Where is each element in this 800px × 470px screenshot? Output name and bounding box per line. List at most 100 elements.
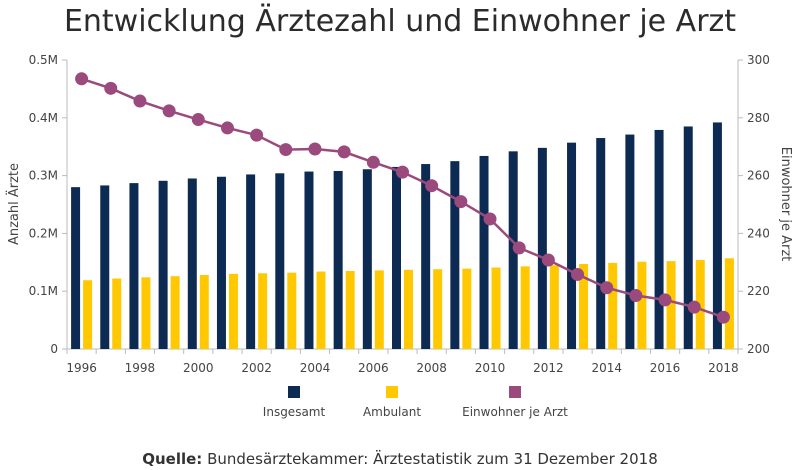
y-tick-label: 0.4M bbox=[29, 111, 58, 125]
bar-insgesamt bbox=[625, 134, 635, 349]
bar-ambulant bbox=[316, 271, 326, 349]
chart-title: Entwicklung Ärztezahl und Einwohner je A… bbox=[63, 4, 737, 39]
bar-ambulant bbox=[462, 268, 472, 349]
line-point bbox=[454, 195, 468, 209]
line-point bbox=[162, 104, 176, 118]
x-tick-label: 2010 bbox=[475, 361, 506, 375]
line-point bbox=[279, 143, 293, 157]
line-point bbox=[512, 241, 526, 255]
x-tick-label: 1998 bbox=[125, 361, 156, 375]
legend-label: Einwohner je Arzt bbox=[462, 405, 568, 419]
bar-ambulant bbox=[199, 275, 209, 349]
line-point bbox=[600, 281, 614, 295]
legend-label: Ambulant bbox=[363, 405, 421, 419]
y2-tick-label: 300 bbox=[747, 53, 770, 67]
bar-ambulant bbox=[141, 277, 151, 349]
bar-insgesamt bbox=[216, 176, 226, 349]
y2-axis-title: Einwohner je Arzt bbox=[778, 147, 793, 262]
bar-ambulant bbox=[491, 267, 501, 349]
bar-ambulant bbox=[83, 280, 93, 349]
bar-insgesamt bbox=[333, 170, 343, 349]
x-tick-label: 2014 bbox=[591, 361, 622, 375]
bar-ambulant bbox=[637, 261, 647, 349]
bar-insgesamt bbox=[596, 138, 606, 349]
bar-insgesamt bbox=[683, 126, 693, 349]
source-note: Quelle: Bundesärztekammer: Ärztestatisti… bbox=[0, 450, 800, 468]
bar-insgesamt bbox=[304, 171, 314, 349]
bar-ambulant bbox=[112, 278, 122, 349]
legend: Insgesamt Ambulant Einwohner je Arzt bbox=[263, 386, 568, 419]
bar-ambulant bbox=[695, 259, 705, 349]
bar-ambulant bbox=[520, 266, 530, 349]
line-point bbox=[687, 300, 701, 314]
line-point bbox=[629, 289, 643, 303]
bars-group bbox=[71, 122, 734, 349]
y-tick-label: 0.5M bbox=[29, 53, 58, 67]
x-tick-label: 2012 bbox=[533, 361, 564, 375]
bar-insgesamt bbox=[187, 178, 197, 349]
line-point bbox=[366, 155, 380, 169]
y2-tick-label: 200 bbox=[747, 342, 770, 356]
source-text: Bundesärztekammer: Ärztestatistik zum 31… bbox=[207, 450, 658, 468]
bar-ambulant bbox=[666, 261, 676, 349]
bar-ambulant bbox=[345, 270, 355, 349]
bar-insgesamt bbox=[246, 174, 256, 349]
bar-insgesamt bbox=[158, 180, 168, 349]
y-tick-label: 0 bbox=[50, 342, 58, 356]
bar-ambulant bbox=[404, 269, 413, 349]
line-point bbox=[104, 81, 118, 95]
line-point bbox=[658, 293, 672, 307]
bar-insgesamt bbox=[421, 164, 431, 349]
x-tick-label: 1996 bbox=[66, 361, 97, 375]
y-tick-label: 0.2M bbox=[29, 226, 58, 240]
line-point bbox=[396, 165, 409, 179]
x-tick-label: 2000 bbox=[183, 361, 214, 375]
bar-insgesamt bbox=[712, 122, 722, 349]
line-point bbox=[75, 72, 89, 86]
line-point bbox=[541, 253, 555, 267]
legend-swatch bbox=[288, 386, 300, 398]
line-point bbox=[571, 267, 585, 281]
legend-label: Insgesamt bbox=[263, 405, 326, 419]
bar-insgesamt bbox=[567, 142, 577, 349]
bar-ambulant bbox=[374, 270, 384, 349]
bar-ambulant bbox=[258, 273, 268, 349]
legend-swatch bbox=[386, 386, 398, 398]
y-axis-title: Anzahl Ärzte bbox=[6, 163, 22, 245]
bar-ambulant bbox=[287, 272, 297, 349]
bar-insgesamt bbox=[654, 129, 664, 349]
bar-insgesamt bbox=[129, 183, 139, 349]
line-point bbox=[308, 142, 322, 156]
chart-svg: 0 0.1M 0.2M 0.3M 0.4M 0.5M 200 220 240 260 280 300 1… bbox=[6, 53, 793, 419]
bar-ambulant bbox=[170, 276, 180, 349]
x-tick-label: 2016 bbox=[650, 361, 681, 375]
x-tick-label: 2004 bbox=[300, 361, 331, 375]
y-tick-label: 0.3M bbox=[29, 169, 58, 183]
bar-ambulant bbox=[433, 269, 443, 349]
x-tick-label: 2018 bbox=[708, 361, 739, 375]
source-label: Quelle: bbox=[142, 450, 203, 468]
line-point bbox=[425, 179, 439, 193]
bar-insgesamt bbox=[392, 166, 401, 349]
y2-tick-label: 220 bbox=[747, 284, 770, 298]
line-point bbox=[250, 128, 264, 142]
bar-insgesamt bbox=[71, 187, 81, 349]
y2-tick-label: 280 bbox=[747, 111, 770, 125]
line-point bbox=[133, 94, 147, 108]
y2-tick-label: 260 bbox=[747, 169, 770, 183]
bar-insgesamt bbox=[275, 173, 285, 349]
line-point bbox=[220, 121, 234, 135]
line-point bbox=[337, 145, 351, 159]
bar-insgesamt bbox=[450, 161, 460, 349]
line-point bbox=[716, 310, 730, 324]
bar-insgesamt bbox=[479, 155, 489, 349]
legend-swatch bbox=[509, 386, 521, 398]
bar-ambulant bbox=[579, 264, 589, 349]
x-tick-label: 2002 bbox=[241, 361, 272, 375]
x-tick-label: 2008 bbox=[416, 361, 447, 375]
bar-ambulant bbox=[724, 258, 734, 349]
line-series-group bbox=[75, 72, 730, 324]
bar-ambulant bbox=[608, 262, 618, 349]
y-tick-label: 0.1M bbox=[29, 284, 58, 298]
bar-insgesamt bbox=[362, 169, 372, 349]
